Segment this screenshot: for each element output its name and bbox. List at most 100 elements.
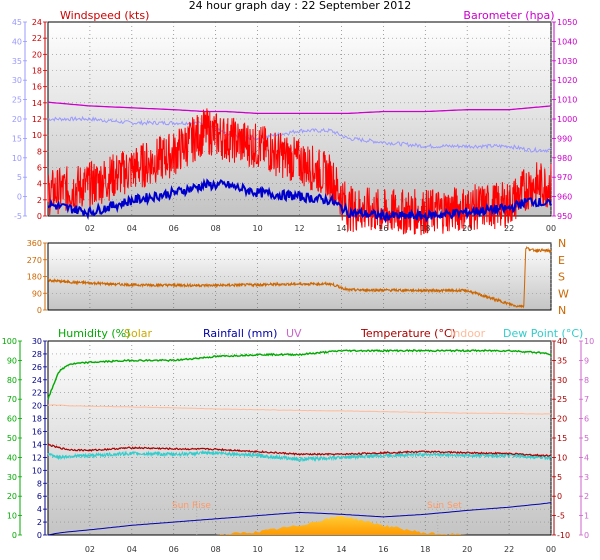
legend-uv: UV [286,327,302,340]
x-tick-label: 08 [211,224,221,233]
axis-barometer-label: 960 [557,193,572,202]
axis-uv-label: 0 [584,531,589,540]
series-line-dew-point [47,449,552,463]
axis-compass-label: E [558,254,565,267]
annotation-sun-set: Sun Set [427,501,462,511]
axis-direction-degrees-label: 0 [37,306,42,315]
legend-solar: Solar [124,327,153,340]
x-tick-label: 22 [504,545,514,554]
axis-humidity-label: 10 [7,512,17,521]
series-line-indoor [48,404,552,415]
series-line-windspeed [47,108,552,236]
axis-rainfall-label: 30 [32,337,42,346]
axis-humidity-label: 100 [2,337,17,346]
axis-uv-label: 8 [584,376,589,385]
axis-rainfall-label: 16 [32,428,42,437]
axis-far-left-label: 45 [12,18,22,27]
axis-temperature-label: 0 [557,492,562,501]
axis-temperature-label: -10 [557,531,570,540]
axis-barometer-label: 1030 [557,57,577,66]
x-tick-label: 02 [85,545,95,554]
axis-direction-degrees-label: 270 [27,256,42,265]
axis-barometer-label: 1050 [557,18,577,27]
axis-windspeed-label: 24 [32,18,42,27]
legend-barometer: Barometer (hpa) [463,9,554,22]
axis-humidity-label: 40 [7,453,17,462]
axis-windspeed-label: 12 [32,115,42,124]
axis-temperature-label: 20 [557,415,567,424]
axis-uv-label: 9 [584,356,589,365]
axis-uv-label: 6 [584,415,589,424]
x-tick-label: 06 [169,224,179,233]
axis-far-left-label: -5 [14,212,22,221]
axis-far-left-label: 15 [12,134,22,143]
x-tick-label: 02 [85,224,95,233]
axis-barometer-label: 980 [557,154,572,163]
x-tick-label: 06 [169,545,179,554]
series-line-barometer [47,101,552,115]
axis-rainfall-label: 0 [37,531,42,540]
x-tick-label: 04 [127,224,137,233]
axis-windspeed-label: 20 [32,50,42,59]
axis-uv-label: 2 [584,492,589,501]
axis-humidity-label: 50 [7,434,17,443]
x-tick-label: 10 [252,545,262,554]
axis-compass-label: W [558,287,569,300]
axis-far-left-label: 25 [12,96,22,105]
x-tick-label: 18 [420,224,430,233]
axis-windspeed-label: 22 [32,34,42,43]
x-tick-label: 04 [127,545,137,554]
axis-far-left-label: 0 [17,193,22,202]
axis-rainfall-label: 18 [32,415,42,424]
axis-humidity-label: 70 [7,395,17,404]
axis-rainfall-label: 2 [37,518,42,527]
axis-windspeed-label: 0 [37,212,42,221]
axis-uv-label: 1 [584,512,589,521]
axis-windspeed-label: 6 [37,164,42,173]
axis-far-left-label: 5 [17,173,22,182]
x-tick-label: 12 [294,224,304,233]
x-tick-label: 00 [546,545,556,554]
series-line-wind-average [47,177,552,224]
axis-direction-degrees-label: 180 [27,273,42,282]
series-area-solar [48,515,551,535]
axis-humidity-label: 60 [7,415,17,424]
legend-rainfall: Rainfall (mm) [203,327,277,340]
legend-humidity: Humidity (%) [58,327,130,340]
annotation-sun-rise: Sun Rise [172,501,211,511]
axis-temperature-label: 25 [557,395,567,404]
series-line-lightblue [47,115,552,153]
axis-temperature-label: 35 [557,356,567,365]
series-line-wind-direction [47,246,552,309]
axis-barometer-label: 950 [557,212,572,221]
axis-humidity-label: 20 [7,492,17,501]
axis-barometer-label: 1010 [557,96,577,105]
axis-temperature-label: 10 [557,453,567,462]
axis-rainfall-label: 20 [32,402,42,411]
x-tick-label: 12 [294,545,304,554]
axis-uv-label: 5 [584,434,589,443]
axis-uv-label: 10 [584,337,594,346]
axis-uv-label: 3 [584,473,589,482]
axis-humidity-label: 80 [7,376,17,385]
axis-temperature-label: 40 [557,337,567,346]
x-tick-label: 22 [504,224,514,233]
axis-temperature-label: -5 [557,512,565,521]
axis-barometer-label: 1020 [557,76,577,85]
axis-windspeed-label: 18 [32,67,42,76]
x-tick-label: 08 [211,545,221,554]
axis-far-left-label: 35 [12,57,22,66]
axis-windspeed-label: 16 [32,83,42,92]
x-tick-label: 18 [420,545,430,554]
axis-rainfall-label: 24 [32,376,42,385]
wind-barometer-panel: Windspeed (kts) Barometer (hpa) -5 0 5 10 15… [12,9,577,236]
axis-windspeed-label: 4 [37,180,42,189]
axis-uv-label: 4 [584,453,589,462]
axis-compass-label: S [558,271,565,284]
x-tick-label: 14 [336,545,346,554]
x-tick-label: 00 [546,224,556,233]
series-line-humidity [47,349,552,400]
axis-rainfall-label: 12 [32,453,42,462]
x-tick-label: 20 [462,545,472,554]
